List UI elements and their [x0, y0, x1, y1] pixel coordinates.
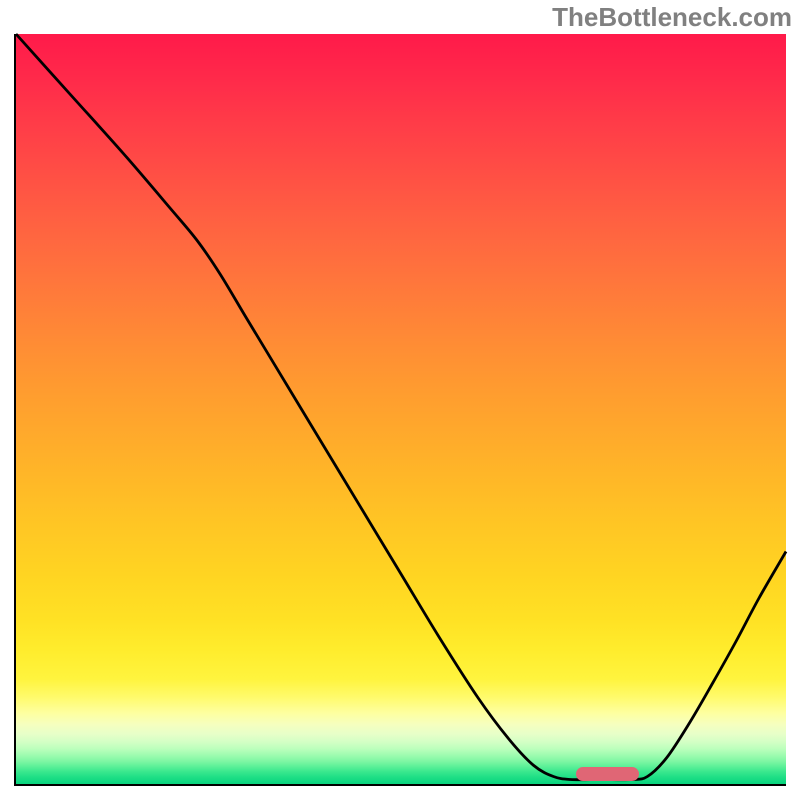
chart-curve-svg — [16, 34, 786, 784]
watermark-text: TheBottleneck.com — [552, 2, 792, 33]
chart-minimum-marker — [576, 767, 639, 781]
chart-curve — [16, 34, 786, 780]
chart-plot-area — [14, 34, 786, 786]
